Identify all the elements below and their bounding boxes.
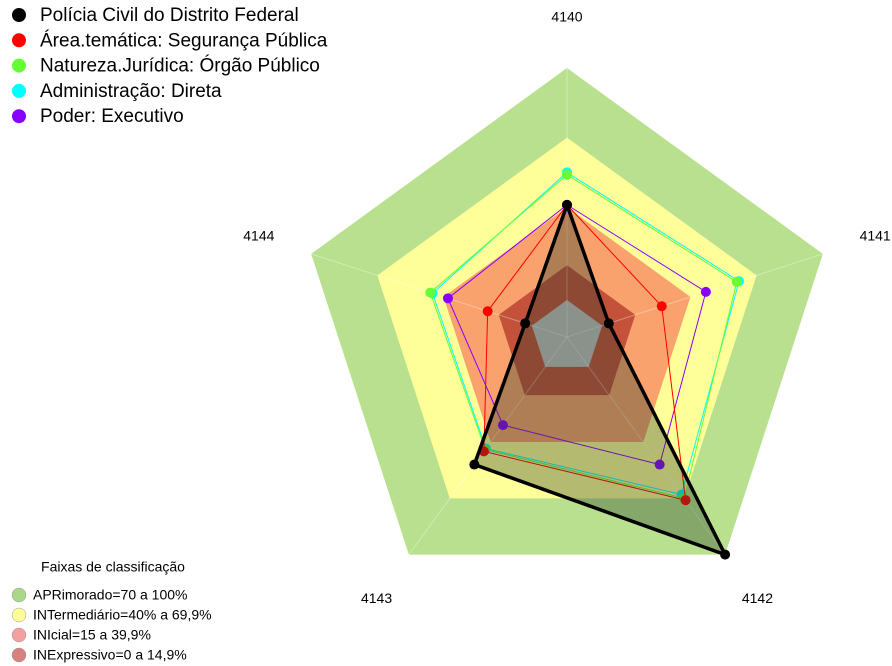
axis-label: 4140	[551, 9, 582, 25]
series-line	[431, 171, 740, 496]
bands-legend-label: APRimorado=70 a 100%	[33, 587, 188, 603]
bands-legend-marker	[11, 587, 27, 603]
legend-label: Área.temática: Segurança Pública	[40, 30, 328, 51]
legend-label: Poder: Executivo	[40, 106, 184, 127]
series-point	[731, 276, 742, 287]
legend-marker	[12, 109, 26, 124]
bands-legend-title: Faixas de classificação	[41, 559, 185, 575]
series-line	[483, 204, 687, 501]
series-point	[603, 318, 614, 329]
series-point	[720, 549, 731, 560]
axis-label: 4143	[361, 590, 392, 606]
series-point	[562, 169, 572, 180]
legend-marker	[12, 83, 26, 98]
series-line	[447, 204, 707, 466]
series-point	[469, 459, 480, 470]
series-point	[656, 301, 667, 312]
bands-legend-label: INExpressivo=0 a 14,9%	[33, 647, 187, 663]
bands-legend-marker	[11, 627, 27, 643]
center-area	[531, 300, 603, 367]
bands-legend-marker	[11, 647, 27, 663]
series-point	[654, 459, 665, 470]
legend-label: Polícia Civil do Distrito Federal	[40, 5, 299, 26]
bands-legend-marker	[11, 607, 27, 623]
legend-marker	[12, 33, 26, 48]
legend-marker	[12, 8, 26, 22]
series-point	[562, 199, 572, 210]
legend-label: Natureza.Jurídica: Órgão Público	[40, 55, 320, 77]
bands-legend-label: INIcial=15 a 39,9%	[33, 627, 151, 643]
series-point	[497, 420, 508, 431]
series-point	[482, 306, 493, 317]
series-point	[442, 293, 453, 304]
axis-label: 4142	[742, 590, 773, 606]
spoke	[566, 336, 726, 555]
bands-legend-label: INTermediário=40% a 69,9%	[33, 607, 212, 623]
axis-label: 4144	[243, 228, 274, 244]
series-point	[520, 318, 531, 329]
series-point	[700, 286, 711, 297]
legend-marker	[12, 58, 26, 73]
series-point	[680, 495, 691, 506]
series-line	[429, 174, 738, 499]
legend-label: Administração: Direta	[40, 81, 222, 102]
series-line	[472, 199, 729, 558]
series-point	[425, 287, 436, 298]
axis-label: 4141	[860, 228, 891, 244]
